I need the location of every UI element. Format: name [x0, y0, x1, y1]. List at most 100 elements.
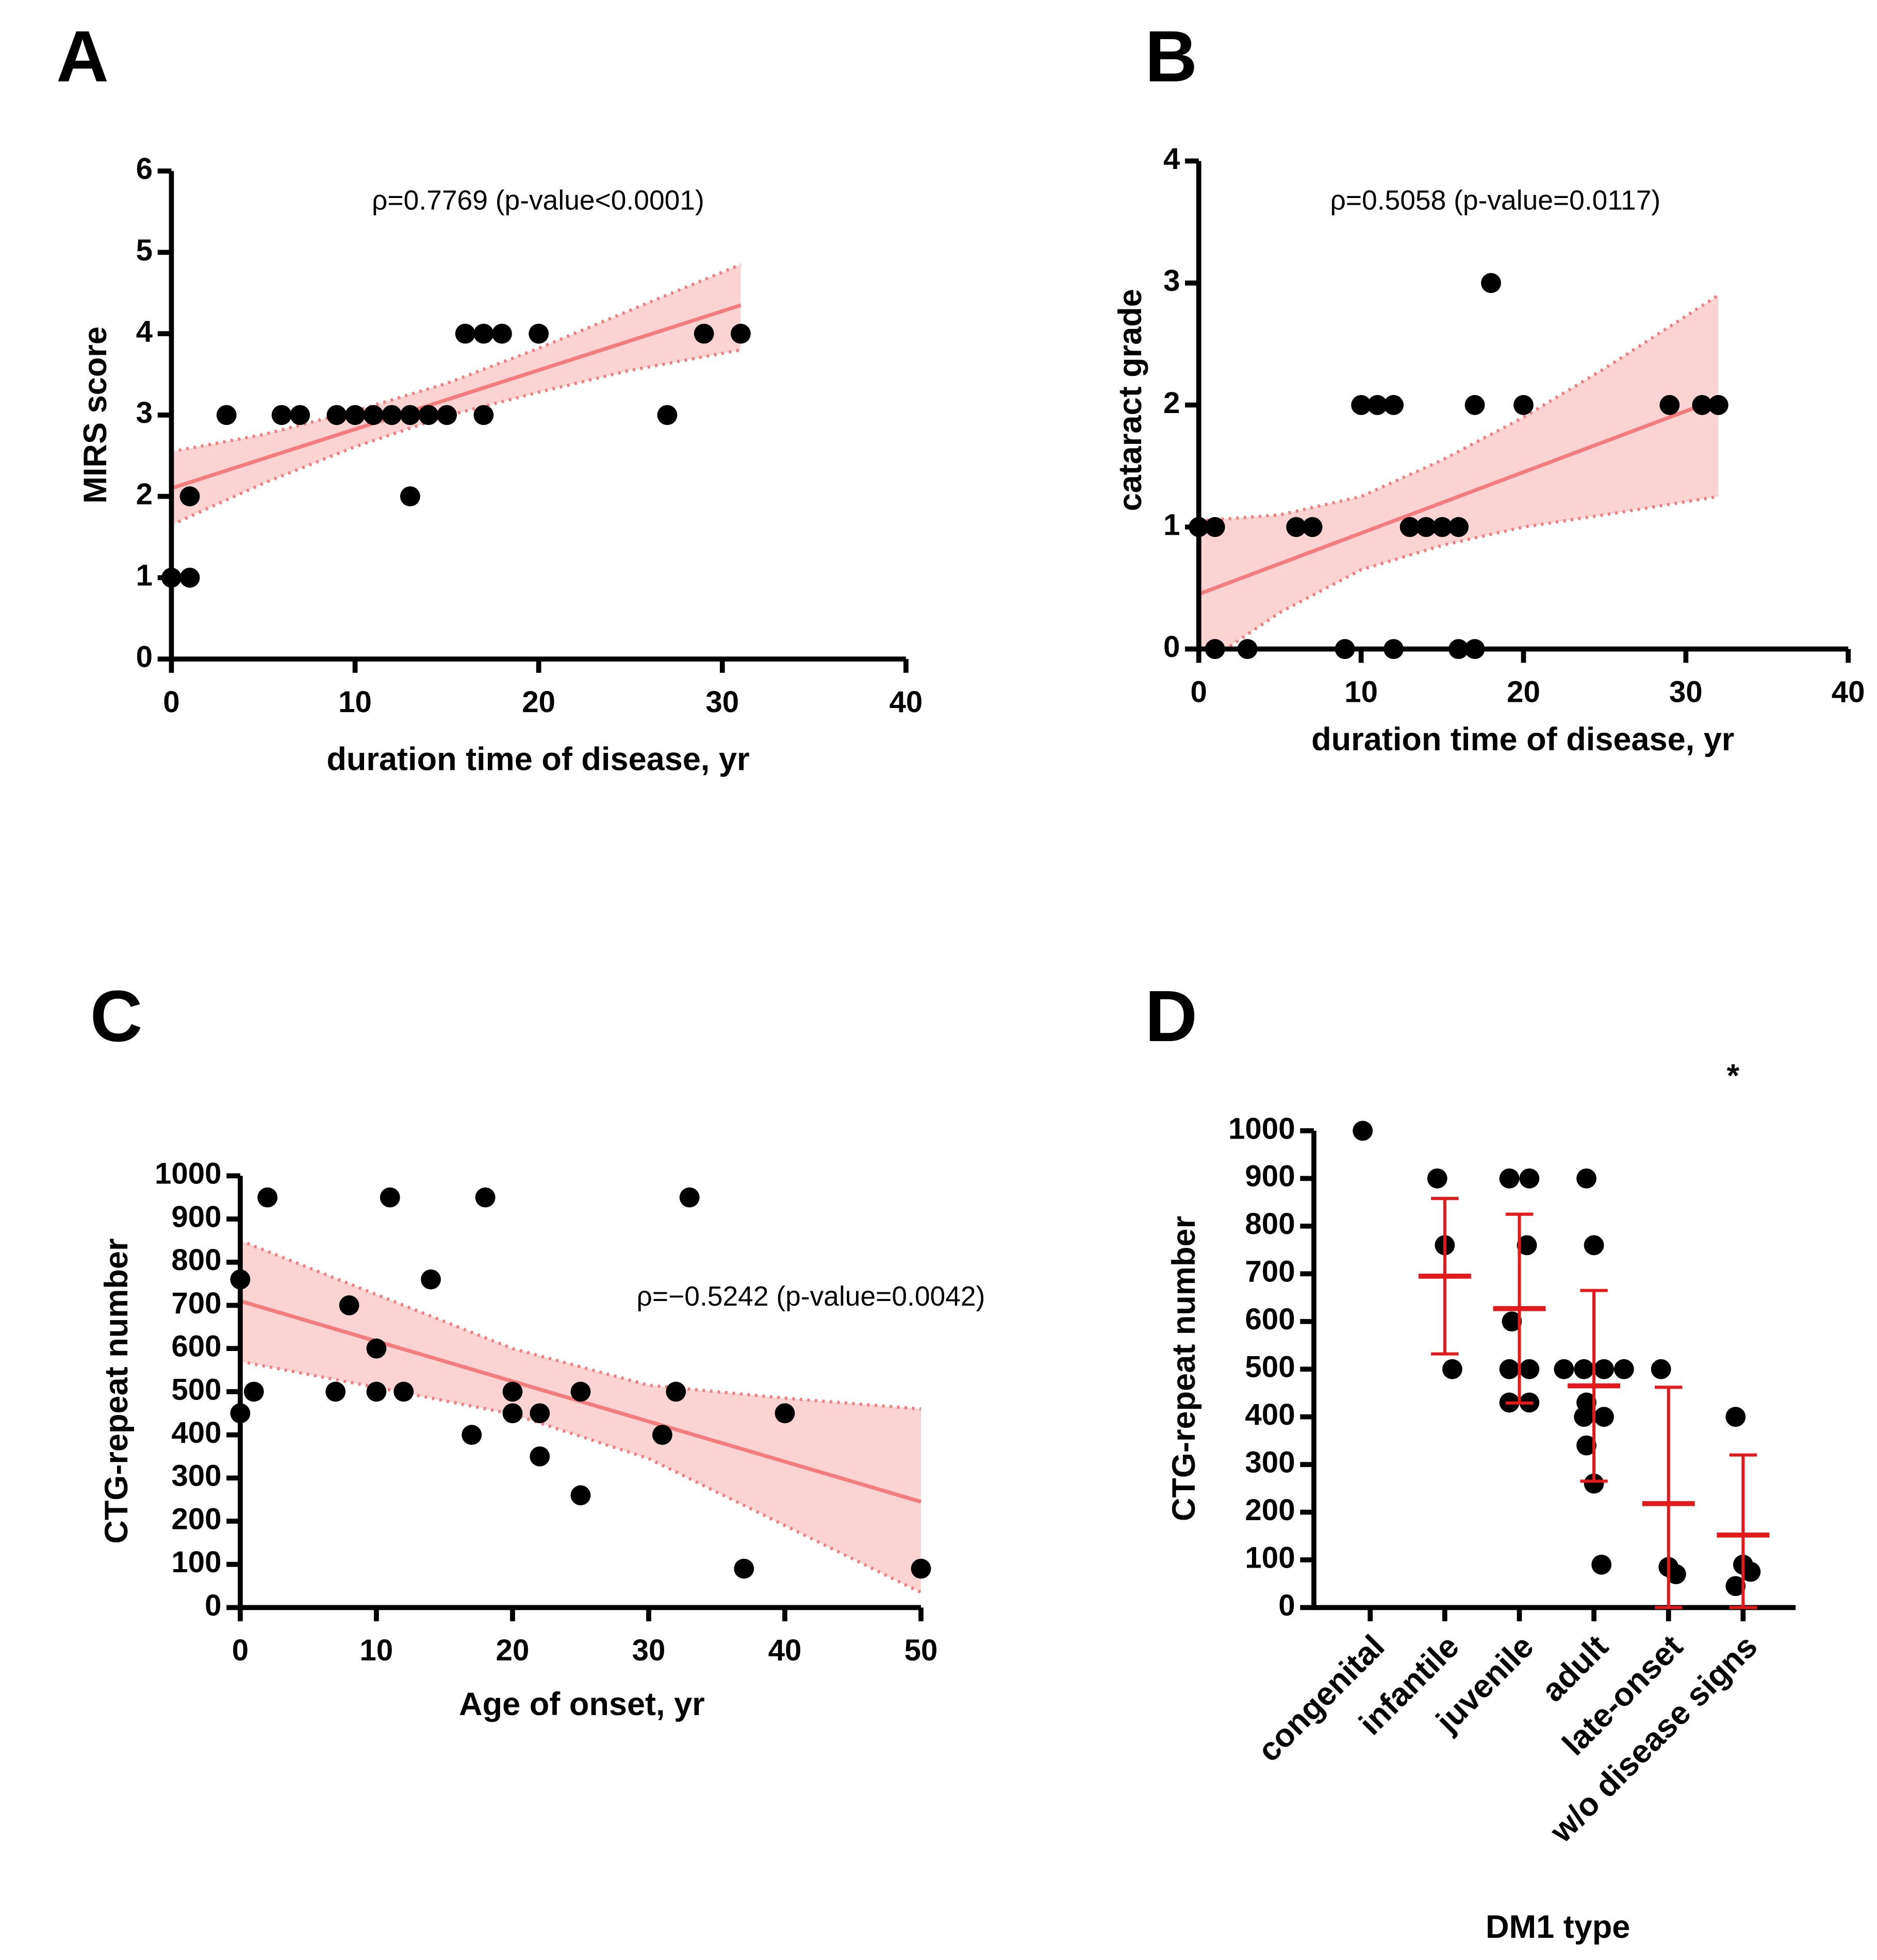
fit-line	[1198, 397, 1719, 596]
y-tick-label: 200	[171, 1502, 221, 1536]
point	[1399, 517, 1420, 537]
point	[1351, 395, 1372, 415]
y-tick-label: 5	[136, 234, 153, 267]
annotation: ρ=−0.5242 (p-value=0.0042)	[637, 1281, 985, 1312]
point	[1651, 1359, 1671, 1379]
point	[1502, 1311, 1522, 1332]
point	[730, 323, 751, 344]
x-tick-label: 40	[890, 685, 923, 719]
y-tick-label: 900	[171, 1200, 221, 1233]
point	[462, 1425, 482, 1445]
point	[421, 1269, 441, 1290]
point	[1725, 1576, 1746, 1596]
y-tick-label: 0	[1278, 1589, 1295, 1622]
point	[400, 486, 420, 507]
y-tick-label: 0	[1163, 630, 1180, 664]
y-tick-label: 6	[136, 152, 153, 186]
point	[1416, 517, 1436, 537]
x-tick-label: 30	[705, 685, 739, 719]
point	[1302, 517, 1323, 537]
y-tick-label: 0	[136, 640, 153, 673]
point	[529, 323, 549, 344]
point	[1519, 1359, 1540, 1379]
ci-lower	[1223, 495, 1719, 649]
point	[1464, 395, 1485, 415]
point	[366, 1381, 387, 1402]
point	[1584, 1235, 1604, 1256]
point	[1189, 517, 1209, 537]
point	[1594, 1407, 1614, 1427]
y-axis-label: CTG-repeat number	[1166, 1216, 1202, 1521]
annotation: ρ=0.7769 (p-value<0.0001)	[372, 185, 704, 216]
point	[1708, 395, 1728, 415]
point	[1367, 395, 1388, 415]
point	[1613, 1359, 1634, 1379]
point	[1448, 639, 1469, 660]
point	[1442, 1359, 1462, 1379]
y-axis-label: cataract grade	[1112, 289, 1148, 511]
y-tick-label: 4	[136, 315, 153, 349]
point	[679, 1187, 700, 1208]
point	[911, 1558, 931, 1579]
annotation: *	[1727, 1058, 1740, 1094]
point	[1576, 1435, 1596, 1456]
confidence-band	[240, 1240, 921, 1593]
point	[418, 405, 439, 425]
point	[1335, 639, 1355, 660]
point	[161, 567, 182, 588]
point	[1725, 1407, 1746, 1427]
point	[1353, 1121, 1373, 1141]
x-tick-label: 40	[768, 1634, 802, 1667]
x-axis-label: Age of onset, yr	[459, 1686, 705, 1722]
y-tick-label: 0	[205, 1589, 221, 1622]
point	[1666, 1564, 1686, 1585]
y-tick-label: 300	[1245, 1445, 1295, 1479]
point	[1554, 1359, 1574, 1379]
point	[1205, 517, 1225, 537]
point	[1740, 1561, 1761, 1582]
x-axis-label: duration time of disease, yr	[1311, 721, 1734, 757]
y-tick-label: 2	[1163, 386, 1180, 420]
point	[382, 405, 402, 425]
y-tick-label: 400	[1245, 1398, 1295, 1431]
point	[775, 1403, 795, 1424]
y-tick-label: 100	[1245, 1541, 1295, 1574]
panel-letter: A	[56, 16, 109, 97]
fit-line	[171, 303, 742, 490]
x-tick-label: 50	[904, 1634, 938, 1667]
y-tick-label: 400	[171, 1416, 221, 1450]
point	[1448, 517, 1469, 537]
confidence-band	[1198, 295, 1719, 649]
confidence-band	[171, 265, 741, 525]
point	[230, 1403, 251, 1424]
y-axis-label: CTG-repeat number	[98, 1239, 135, 1544]
point	[652, 1425, 672, 1445]
point	[1692, 395, 1713, 415]
point	[325, 1381, 346, 1402]
x-tick-label: 0	[1191, 675, 1207, 709]
point	[1499, 1168, 1520, 1189]
x-tick-label: 10	[1344, 675, 1378, 709]
ci-upper	[239, 1239, 921, 1411]
x-tick-label: 20	[1507, 675, 1540, 709]
y-tick-label: 3	[1163, 264, 1180, 298]
point	[216, 405, 237, 425]
y-tick-label: 700	[171, 1287, 221, 1320]
y-tick-label: 900	[1245, 1160, 1295, 1193]
y-axis-label: MIRS score	[77, 326, 113, 504]
point	[366, 1338, 387, 1359]
x-axis-label: duration time of disease, yr	[326, 742, 749, 778]
point	[437, 405, 457, 425]
point	[473, 405, 494, 425]
point	[1499, 1359, 1520, 1379]
point	[1384, 395, 1404, 415]
point	[1519, 1168, 1540, 1189]
y-tick-label: 500	[171, 1373, 221, 1406]
y-tick-label: 300	[171, 1459, 221, 1493]
point	[1591, 1554, 1612, 1575]
ci-upper	[171, 263, 742, 453]
point	[570, 1381, 591, 1402]
x-tick-label: 40	[1832, 675, 1865, 709]
